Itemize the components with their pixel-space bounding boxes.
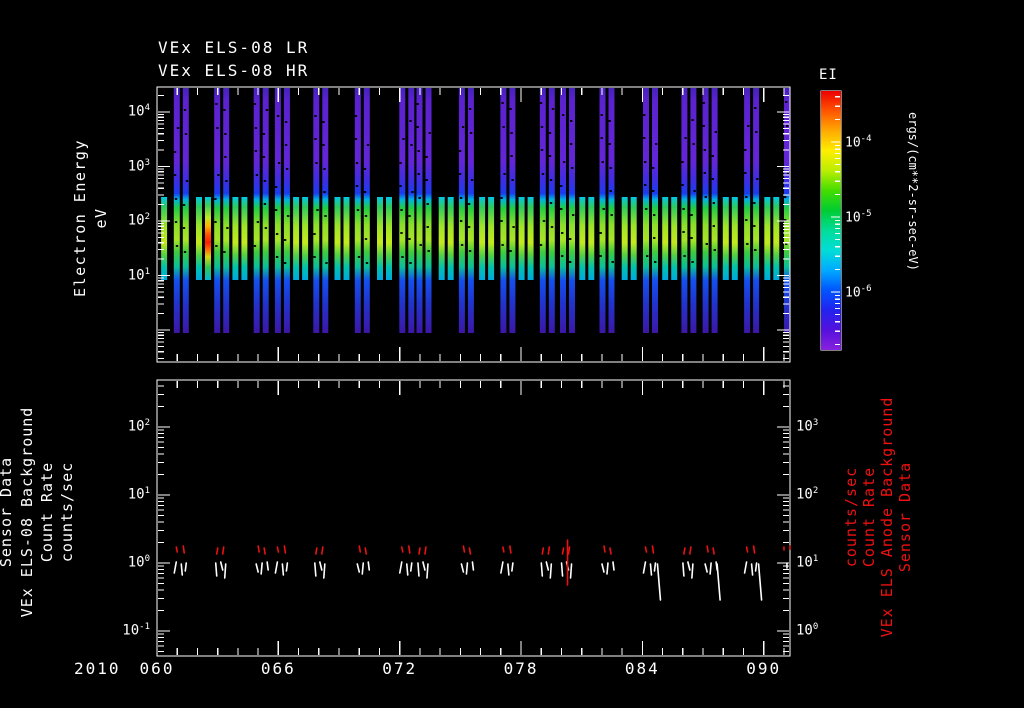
xaxis-year-label: 2010 <box>74 659 121 678</box>
bottom-right-ytick-label: 101 <box>796 554 819 571</box>
bottom-left-ytick-label: 102 <box>127 418 150 435</box>
xtick-label: 066 <box>260 659 296 678</box>
bottom-left-ylabel-line4: counts/sec <box>58 461 76 563</box>
plot-title-hr: VEx ELS-08 HR <box>158 61 310 80</box>
bottom-left-ytick-label: 100 <box>127 554 150 571</box>
spectrogram-stripes <box>161 88 790 333</box>
colorbar-units-label: ergs/(cm**2-sr-sec-eV) <box>906 112 920 271</box>
xtick-label: 072 <box>382 659 418 678</box>
bottom-right-ylabel-line4: counts/sec <box>842 466 860 568</box>
bottom-left-ylabel-line1: Sensor Data <box>0 456 15 568</box>
xtick-label: 084 <box>624 659 660 678</box>
top-ytick-label: 101 <box>127 266 150 284</box>
bottom-right-ylabel-line1: Sensor Data <box>896 461 914 573</box>
top-ytick-label: 104 <box>127 103 150 120</box>
top-ytick-label: 102 <box>127 212 150 229</box>
xtick-label: 090 <box>746 659 782 678</box>
colorbar-label: EI <box>819 67 838 83</box>
bottom-left-ytick-label: 101 <box>127 486 150 503</box>
bottom-right-ytick-label: 100 <box>796 622 819 639</box>
colorbar-tick-label: 10-4 <box>845 134 872 151</box>
axis-ticks <box>156 88 840 655</box>
bottom-right-ylabel-line3: Count Rate <box>860 466 878 568</box>
bottom-left-ylabel-line2: VEx ELS-08 Background <box>18 406 36 618</box>
bottom-left-ylabel-line3: Count Rate <box>38 461 56 563</box>
bottom-left-ytick-label: 10-1 <box>122 622 150 639</box>
colorbar-tick-label: 10-6 <box>845 284 872 301</box>
xtick-label: 078 <box>503 659 539 678</box>
bottom-right-ytick-label: 102 <box>796 486 819 503</box>
top-ytick-label: 103 <box>127 157 150 175</box>
bottom-right-ylabel-line2: VEx ELS Anode Background <box>878 396 896 638</box>
plot-title-lr: VEx ELS-08 LR <box>158 38 310 57</box>
xtick-label: 060 <box>139 659 175 678</box>
count-rate-marks <box>173 539 791 601</box>
colorbar-tick-label: 10-5 <box>845 209 872 226</box>
bottom-right-ytick-label: 103 <box>796 418 819 435</box>
